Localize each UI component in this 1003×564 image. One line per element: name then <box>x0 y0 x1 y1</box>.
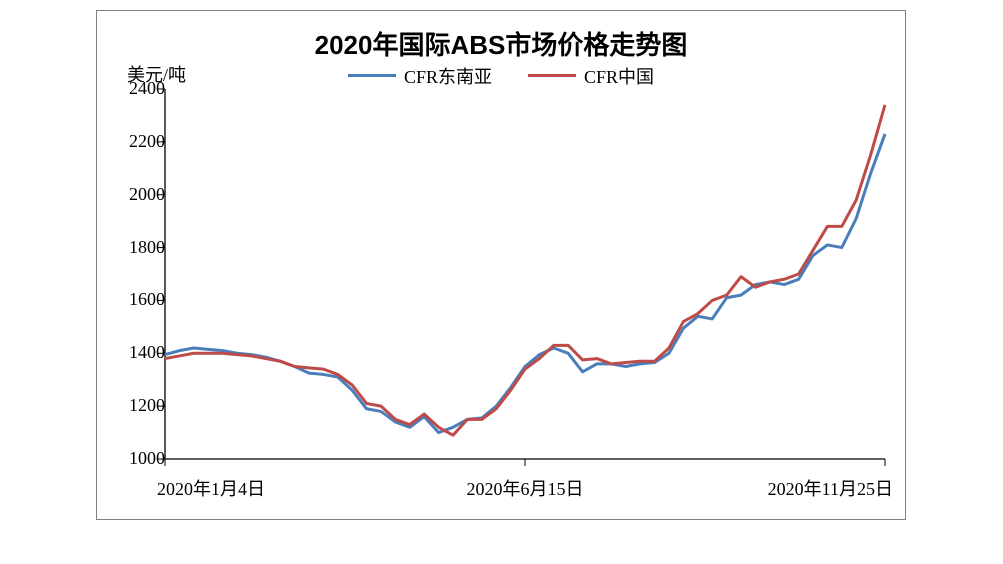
series-line <box>165 105 885 435</box>
axes <box>165 89 885 459</box>
x-tick-label: 2020年1月4日 <box>157 475 265 501</box>
chart-frame: 2020年国际ABS市场价格走势图 美元/吨 CFR东南亚CFR中国 10001… <box>96 10 906 520</box>
plot-area <box>155 79 895 469</box>
chart-title: 2020年国际ABS市场价格走势图 <box>97 25 905 62</box>
legend-swatch <box>528 74 576 77</box>
series-line <box>165 134 885 433</box>
legend-swatch <box>348 74 396 77</box>
x-tick-label: 2020年11月25日 <box>768 475 893 501</box>
x-tick-label: 2020年6月15日 <box>467 475 584 501</box>
